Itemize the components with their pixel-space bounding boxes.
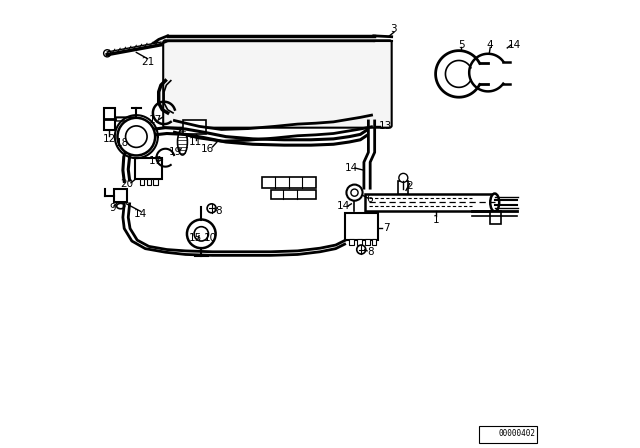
Text: 19: 19 xyxy=(169,147,182,157)
Bar xyxy=(349,239,354,245)
Bar xyxy=(398,181,408,194)
Ellipse shape xyxy=(323,98,344,127)
Text: 11: 11 xyxy=(189,138,202,147)
Text: 14: 14 xyxy=(337,201,350,211)
Ellipse shape xyxy=(290,46,314,80)
Ellipse shape xyxy=(327,103,340,121)
Ellipse shape xyxy=(206,55,220,75)
Circle shape xyxy=(399,173,408,182)
Bar xyxy=(104,108,115,130)
Ellipse shape xyxy=(348,46,372,80)
Circle shape xyxy=(346,185,362,201)
Circle shape xyxy=(351,189,358,196)
Text: 12: 12 xyxy=(103,134,116,144)
Circle shape xyxy=(207,204,216,213)
Text: 6: 6 xyxy=(366,194,372,204)
Text: 16: 16 xyxy=(200,144,214,154)
Ellipse shape xyxy=(291,95,314,125)
Bar xyxy=(371,239,376,245)
Text: 14: 14 xyxy=(134,209,147,219)
Circle shape xyxy=(125,126,147,147)
Text: 3: 3 xyxy=(390,24,397,34)
Bar xyxy=(365,239,370,245)
Ellipse shape xyxy=(269,55,282,75)
Text: 15: 15 xyxy=(189,233,202,243)
Ellipse shape xyxy=(264,98,287,127)
Circle shape xyxy=(118,118,155,155)
Ellipse shape xyxy=(296,53,309,73)
Bar xyxy=(365,194,495,211)
Ellipse shape xyxy=(233,95,255,125)
Circle shape xyxy=(104,50,111,57)
Bar xyxy=(271,190,316,199)
FancyBboxPatch shape xyxy=(163,40,392,128)
Bar xyxy=(154,179,158,185)
Bar xyxy=(147,179,151,185)
Bar xyxy=(114,189,127,202)
Ellipse shape xyxy=(490,194,499,211)
Ellipse shape xyxy=(237,53,251,73)
Text: 14: 14 xyxy=(345,163,358,173)
Text: 5: 5 xyxy=(458,40,465,50)
Text: 8: 8 xyxy=(216,207,222,216)
Ellipse shape xyxy=(349,95,371,125)
Text: 18: 18 xyxy=(115,138,129,148)
Ellipse shape xyxy=(269,103,282,121)
Ellipse shape xyxy=(206,103,219,121)
Ellipse shape xyxy=(237,101,250,118)
Circle shape xyxy=(187,220,216,248)
Text: 4: 4 xyxy=(487,40,493,50)
Text: 1: 1 xyxy=(433,215,440,224)
Ellipse shape xyxy=(354,101,367,118)
Bar xyxy=(262,177,316,188)
Ellipse shape xyxy=(263,48,287,82)
Text: 17: 17 xyxy=(148,156,162,166)
Bar xyxy=(140,179,145,185)
Ellipse shape xyxy=(326,55,340,75)
Text: 10: 10 xyxy=(204,233,217,243)
Bar xyxy=(345,213,378,240)
Bar xyxy=(357,239,362,245)
Ellipse shape xyxy=(177,129,188,155)
Text: 13: 13 xyxy=(378,121,392,131)
Text: 00000402: 00000402 xyxy=(498,429,535,438)
Text: 14: 14 xyxy=(508,40,522,50)
Ellipse shape xyxy=(116,203,125,209)
Ellipse shape xyxy=(202,98,224,127)
Ellipse shape xyxy=(232,46,256,80)
Bar xyxy=(479,426,538,443)
Ellipse shape xyxy=(200,48,225,82)
Text: 2: 2 xyxy=(406,181,413,191)
Ellipse shape xyxy=(296,101,308,118)
Circle shape xyxy=(194,227,209,241)
Text: 8: 8 xyxy=(367,247,374,257)
Text: 7: 7 xyxy=(383,224,390,233)
Text: 21: 21 xyxy=(141,57,154,67)
Circle shape xyxy=(356,245,365,254)
Text: 9: 9 xyxy=(109,203,116,213)
Bar xyxy=(136,158,163,179)
Bar xyxy=(490,211,502,224)
Bar xyxy=(184,120,206,134)
Ellipse shape xyxy=(353,53,367,73)
Ellipse shape xyxy=(321,48,346,82)
Text: 17: 17 xyxy=(149,115,162,125)
Text: 20: 20 xyxy=(120,179,133,189)
